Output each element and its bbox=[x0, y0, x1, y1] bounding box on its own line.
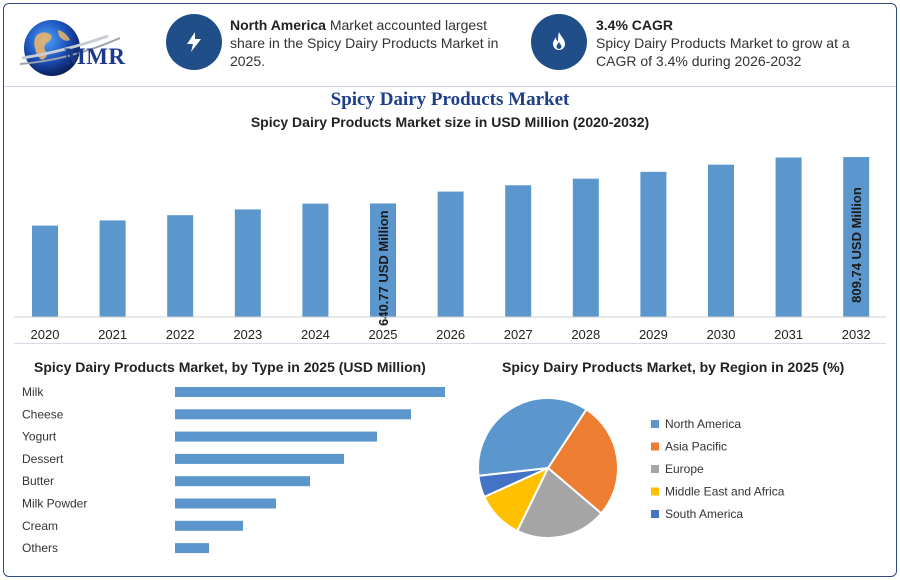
legend-label: Europe bbox=[665, 462, 704, 476]
type-label: Milk Powder bbox=[22, 497, 87, 511]
type-bar-others bbox=[175, 543, 209, 554]
x-tick-label: 2028 bbox=[571, 327, 600, 342]
flame-icon bbox=[531, 14, 587, 70]
type-bar-yogurt bbox=[175, 431, 377, 442]
infographic: MMR North America Market accounted large… bbox=[3, 3, 897, 577]
region-pie-chart: North America Asia Pacific Europe Middle Ea… bbox=[477, 397, 785, 539]
pie-slice-north-america bbox=[477, 397, 588, 477]
info-card-north-america: North America Market accounted largest s… bbox=[230, 16, 510, 70]
bar-2026 bbox=[437, 191, 464, 317]
bar-2025 bbox=[370, 203, 396, 317]
x-tick-label: 2026 bbox=[436, 327, 465, 342]
legend-swatch bbox=[651, 487, 659, 496]
bar-2031 bbox=[775, 157, 802, 317]
type-label: Cream bbox=[22, 519, 58, 533]
x-tick-label: 2030 bbox=[707, 327, 736, 342]
type-label: Butter bbox=[22, 474, 54, 488]
legend-swatch bbox=[651, 465, 659, 473]
type-label: Milk bbox=[22, 385, 44, 399]
type-bar-cream bbox=[175, 520, 243, 531]
type-chart-title: Spicy Dairy Products Market, by Type in … bbox=[34, 359, 426, 375]
x-tick-label: 2027 bbox=[504, 327, 533, 342]
header-divider bbox=[4, 86, 896, 87]
legend-label: North America bbox=[665, 417, 741, 431]
bar-2030 bbox=[708, 164, 734, 317]
x-tick-label: 2032 bbox=[842, 327, 871, 342]
legend-label: South America bbox=[665, 507, 743, 521]
bar-chart-title: Spicy Dairy Products Market size in USD … bbox=[250, 114, 650, 130]
legend-label: Asia Pacific bbox=[665, 440, 727, 454]
bar-2029 bbox=[640, 171, 667, 317]
type-bar-butter bbox=[175, 476, 310, 487]
info-card-text: Spicy Dairy Products Market to grow at a… bbox=[596, 35, 850, 69]
x-tick-label: 2021 bbox=[98, 327, 127, 342]
x-tick-label: 2029 bbox=[639, 327, 668, 342]
type-label: Others bbox=[22, 541, 58, 555]
bar-2022 bbox=[167, 215, 194, 317]
info-card-bold: 3.4% CAGR bbox=[596, 17, 674, 33]
bar-2027 bbox=[505, 185, 532, 317]
x-tick-label: 2025 bbox=[369, 327, 398, 342]
page-title: Spicy Dairy Products Market bbox=[330, 89, 570, 110]
section-divider bbox=[14, 343, 886, 344]
type-bar-dessert bbox=[175, 453, 344, 464]
bar-2024 bbox=[302, 203, 329, 317]
pie-slice-asia-pacific bbox=[546, 408, 619, 515]
mmr-logo: MMR bbox=[18, 14, 148, 82]
bar-value-label: 809.74 USD Million bbox=[849, 187, 864, 303]
x-tick-label: 2022 bbox=[166, 327, 195, 342]
bar-2021 bbox=[99, 220, 126, 317]
type-bar-cheese bbox=[175, 409, 411, 420]
lightning-icon bbox=[166, 14, 222, 70]
legend-swatch bbox=[651, 442, 659, 451]
pie-slice-europe bbox=[515, 466, 603, 539]
bar-2028 bbox=[572, 178, 599, 317]
x-tick-label: 2023 bbox=[233, 327, 262, 342]
bar-value-label: 640.77 USD Million bbox=[376, 210, 391, 326]
type-label: Yogurt bbox=[22, 430, 57, 444]
info-card-cagr: 3.4% CAGR Spicy Dairy Products Market to… bbox=[596, 16, 876, 70]
type-bar-chart: Milk Cheese Yogurt Dessert Butter Milk Powder… bbox=[22, 385, 445, 555]
x-tick-label: 2020 bbox=[31, 327, 60, 342]
globe-icon bbox=[19, 20, 121, 76]
legend-swatch bbox=[651, 420, 659, 428]
legend-swatch bbox=[651, 510, 659, 518]
x-tick-label: 2024 bbox=[301, 327, 330, 342]
type-label: Dessert bbox=[22, 452, 64, 466]
type-bar-milk bbox=[175, 387, 445, 397]
legend-label: Middle East and Africa bbox=[665, 485, 785, 499]
region-chart-title: Spicy Dairy Products Market, by Region i… bbox=[502, 359, 845, 375]
info-card-text: Market accounted largest share in the Sp… bbox=[230, 17, 499, 69]
bar-2020 bbox=[32, 225, 58, 317]
type-bar-milk-powder bbox=[175, 498, 276, 509]
x-tick-label: 2031 bbox=[774, 327, 803, 342]
logo-text: MMR bbox=[64, 44, 126, 69]
info-card-bold: North America bbox=[230, 17, 326, 33]
bar-2032 bbox=[843, 157, 870, 317]
type-label: Cheese bbox=[22, 407, 64, 421]
bar-2023 bbox=[234, 209, 261, 317]
